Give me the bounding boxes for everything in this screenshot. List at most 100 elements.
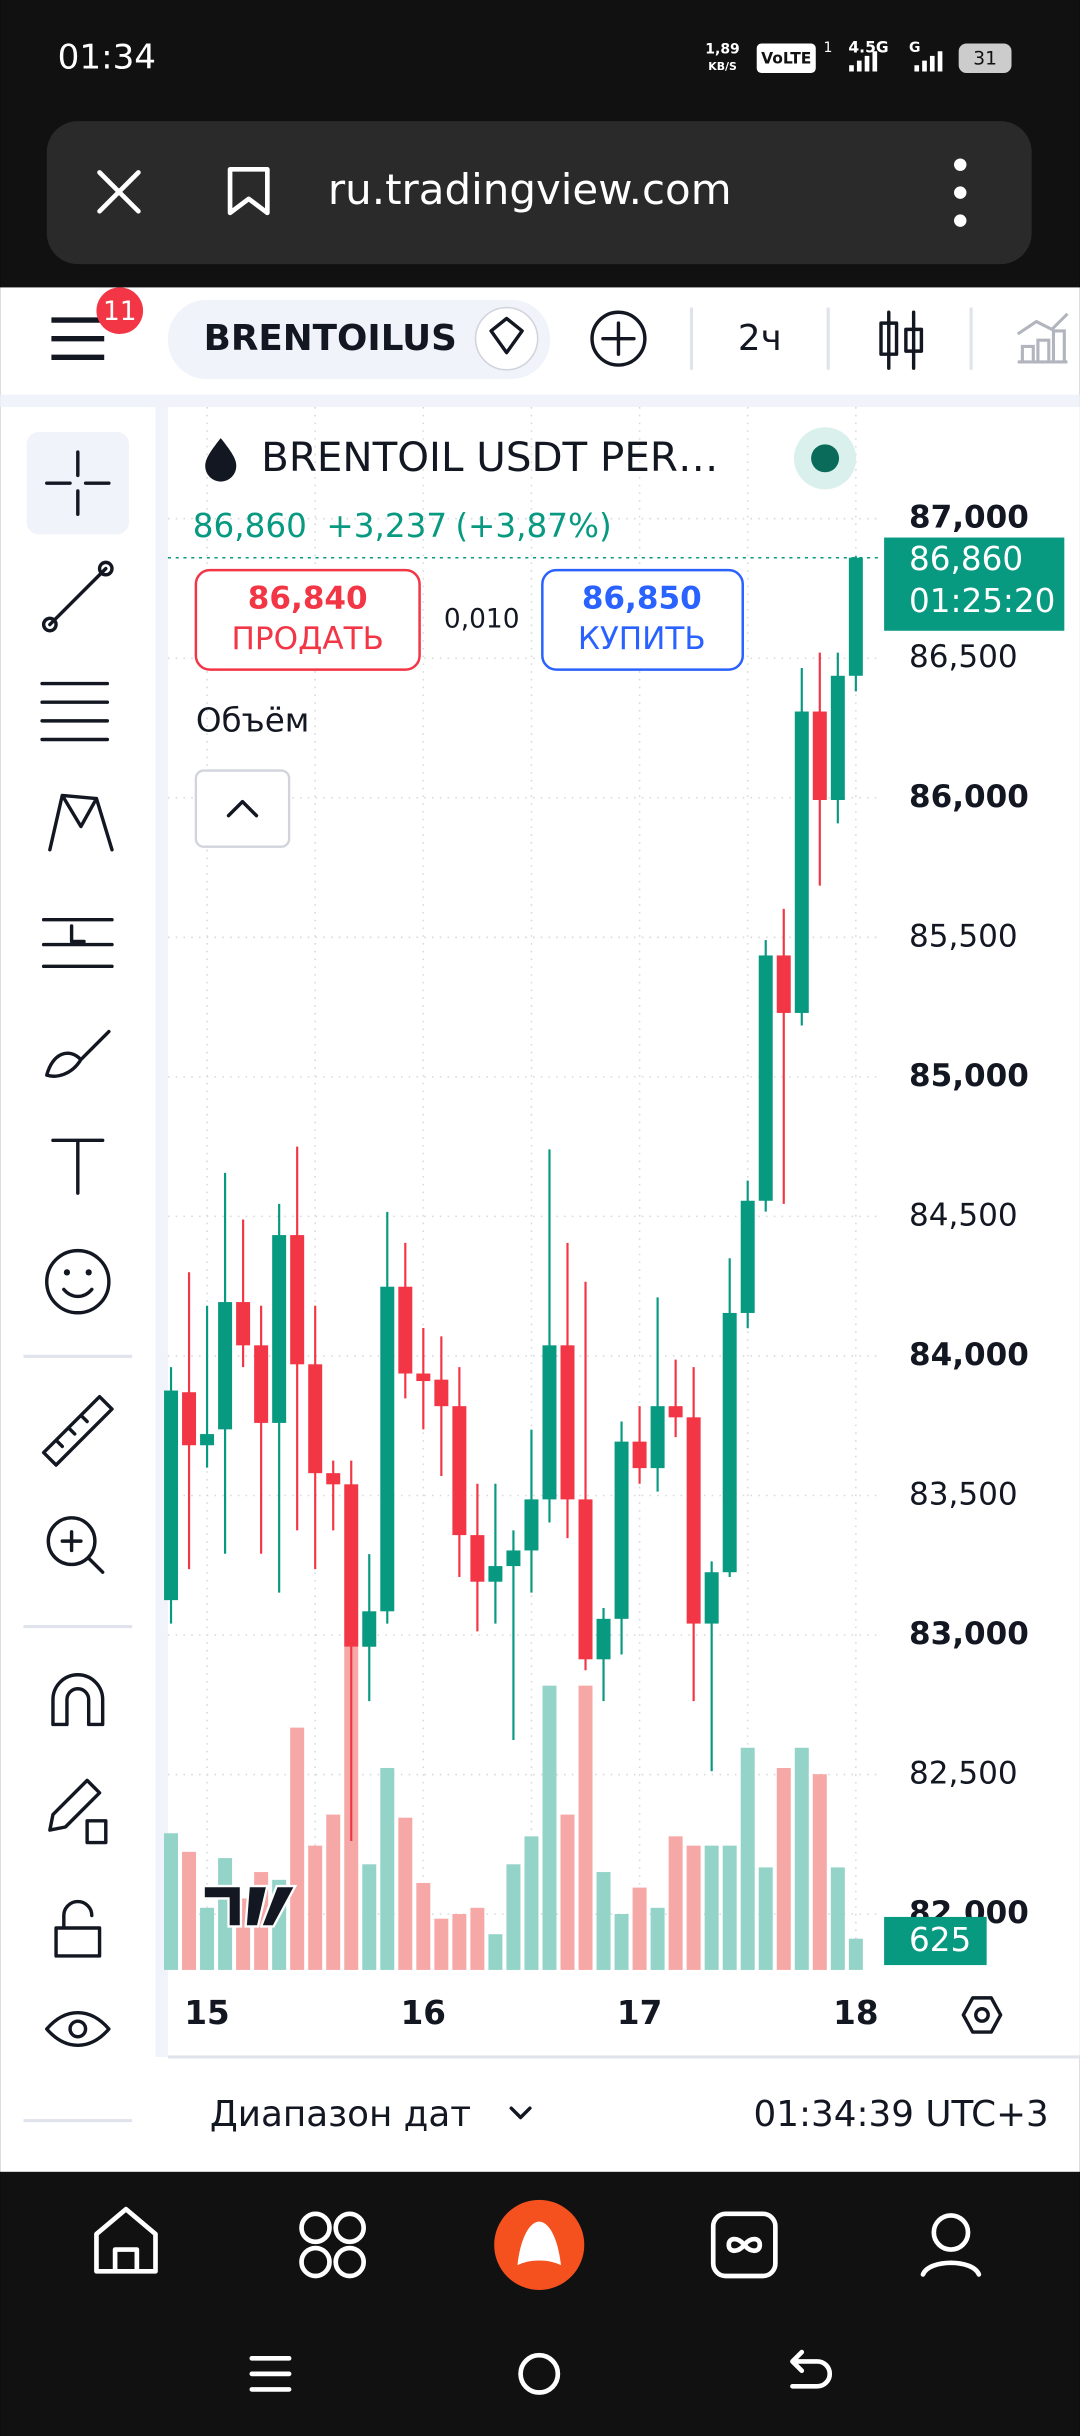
clock: 01:34 xyxy=(58,38,156,78)
symbol-logo xyxy=(205,438,237,482)
tool-active[interactable] xyxy=(26,431,130,535)
volume-bar xyxy=(758,1867,773,1970)
sys-back[interactable] xyxy=(790,2349,833,2389)
fib-tool[interactable] xyxy=(40,681,110,742)
candle-body xyxy=(506,1550,521,1567)
volume-bar xyxy=(830,1867,845,1970)
x-tick-label: 16 xyxy=(401,1994,446,2032)
sell-button[interactable] xyxy=(194,568,421,671)
y-tick-label: 84,000 xyxy=(909,1337,1029,1373)
text-tool[interactable] xyxy=(51,1138,105,1195)
candle-body xyxy=(758,955,773,1201)
date-range[interactable]: Диапазон дат xyxy=(210,2094,471,2135)
lock-tool[interactable] xyxy=(54,1899,102,1958)
volume-bar xyxy=(434,1918,449,1970)
nav-profile[interactable] xyxy=(931,2213,971,2252)
date-range-chevron xyxy=(509,2106,532,2120)
visibility-tool[interactable] xyxy=(45,2010,111,2047)
countdown: 01:25:20 xyxy=(909,582,1055,620)
volume-bar xyxy=(578,1685,593,1970)
volume-bar xyxy=(362,1864,377,1970)
separator xyxy=(0,394,1080,408)
symbol: BRENTOILUS xyxy=(204,318,457,359)
menu-icon[interactable] xyxy=(954,158,967,227)
last-price-label: 86,860 xyxy=(909,540,1023,578)
url-bar[interactable] xyxy=(46,121,1032,265)
plus xyxy=(601,321,636,356)
candle-body xyxy=(848,557,863,676)
volume-label: 625 xyxy=(909,1921,971,1959)
bookmark-icon[interactable] xyxy=(227,167,270,216)
utc-clock[interactable]: 01:34:39 UTC+3 xyxy=(754,2094,1049,2135)
battery xyxy=(958,43,1012,74)
candle-body xyxy=(614,1441,629,1619)
line-tool[interactable] xyxy=(48,566,108,627)
chart-area[interactable] xyxy=(167,407,1080,2057)
candle-icon[interactable] xyxy=(879,321,899,356)
zoom-tool[interactable] xyxy=(46,1516,97,1567)
volume-bar xyxy=(164,1833,179,1970)
candle-body xyxy=(452,1406,467,1536)
chart-icon[interactable] xyxy=(1016,312,1069,364)
magnet-tool[interactable] xyxy=(51,1673,105,1727)
candle-body xyxy=(488,1566,503,1582)
volte: VoLTE xyxy=(761,50,811,68)
nav-home[interactable] xyxy=(94,2206,158,2274)
url: ru.tradingview.com xyxy=(328,165,732,214)
candle-body xyxy=(524,1499,539,1551)
badge xyxy=(96,287,144,335)
candle-body xyxy=(776,955,791,1013)
pattern-tool[interactable] xyxy=(48,793,114,852)
brush-tool[interactable] xyxy=(45,1029,111,1078)
sell-price: 86,840 xyxy=(248,581,368,617)
candle-body xyxy=(218,1302,233,1430)
candle-body xyxy=(398,1286,413,1374)
add-icon[interactable] xyxy=(590,310,647,367)
symbol-pill[interactable] xyxy=(167,299,551,380)
volume-bar xyxy=(542,1685,557,1970)
nav-apps[interactable] xyxy=(299,2211,367,2279)
symbol-icon[interactable] xyxy=(474,306,539,371)
candle-body xyxy=(740,1200,755,1313)
x-tick-label: 15 xyxy=(184,1994,229,2032)
market-dot xyxy=(811,444,840,473)
volume-bar xyxy=(740,1747,755,1970)
volume-bar xyxy=(452,1914,467,1970)
candle-body xyxy=(290,1235,305,1365)
y-tick-label: 82,500 xyxy=(909,1756,1018,1792)
candle-body xyxy=(344,1484,359,1647)
volume-bar xyxy=(776,1767,791,1970)
crosshair-tool[interactable] xyxy=(45,450,111,516)
candle-body xyxy=(668,1406,683,1418)
dividers xyxy=(689,307,973,370)
buy-button[interactable] xyxy=(541,568,744,671)
candle-body xyxy=(830,675,845,800)
candle-body xyxy=(272,1235,287,1423)
volume-bar xyxy=(722,1845,737,1970)
volume-bar xyxy=(596,1872,611,1970)
candle-body xyxy=(812,711,827,800)
sys-home[interactable] xyxy=(518,2352,561,2395)
candle-icon-2 xyxy=(904,327,924,353)
candle-body xyxy=(650,1406,665,1469)
volume-bar xyxy=(200,1907,215,1970)
lock-draw-tool[interactable] xyxy=(48,1778,108,1845)
ruler-tool[interactable] xyxy=(41,1394,114,1467)
collapse-button[interactable] xyxy=(194,769,291,848)
interval[interactable]: 2ч xyxy=(738,318,782,359)
candle-body xyxy=(596,1618,611,1660)
volume-title: Объём xyxy=(196,701,309,739)
position-tool[interactable] xyxy=(41,918,114,969)
volte-box xyxy=(756,43,816,74)
settings-icon[interactable] xyxy=(961,1996,1003,2034)
volume-bar xyxy=(524,1836,539,1970)
candle-body xyxy=(578,1499,593,1660)
panel-gap xyxy=(155,407,168,2057)
close-icon[interactable] xyxy=(97,170,141,214)
nav-services[interactable] xyxy=(710,2211,778,2279)
hamburger[interactable] xyxy=(51,317,105,361)
legend-change-pct: (+3,87%) xyxy=(455,507,611,545)
sys-menu[interactable] xyxy=(249,2355,292,2392)
emoji-tool[interactable] xyxy=(45,1248,111,1315)
x-tick-label: 18 xyxy=(833,1994,878,2032)
